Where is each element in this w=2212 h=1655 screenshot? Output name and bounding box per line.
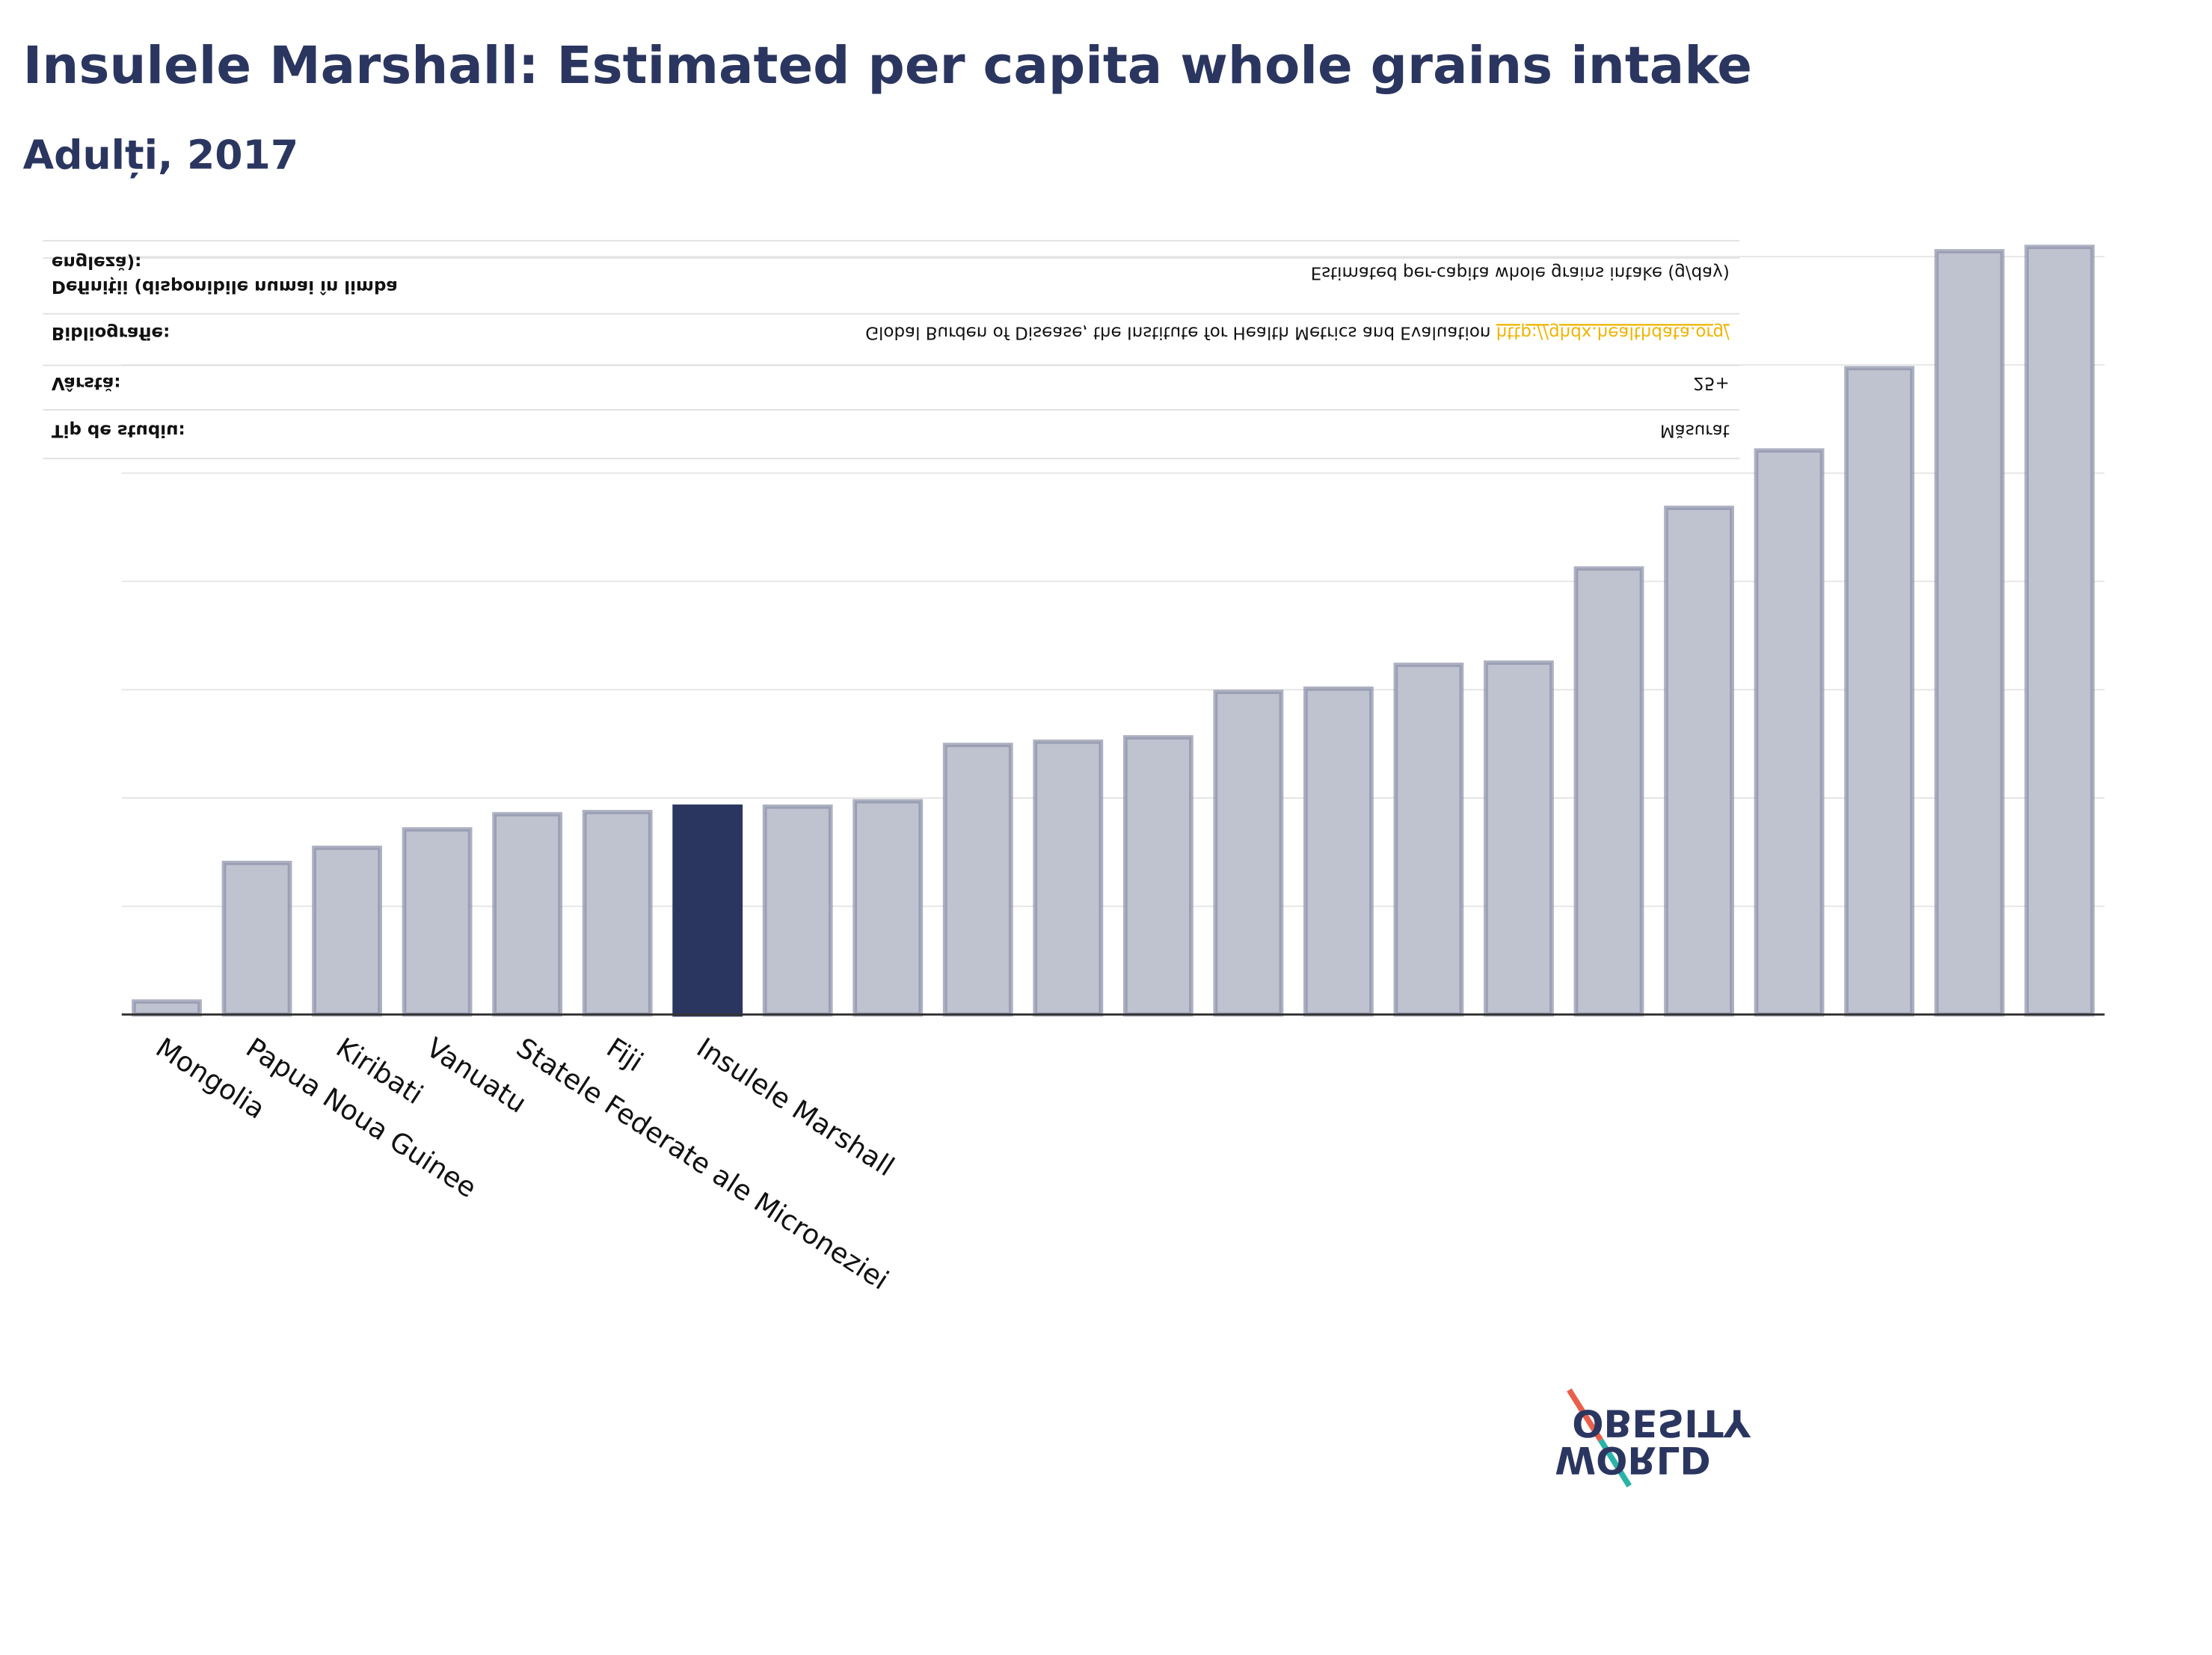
bar <box>1303 686 1374 1017</box>
logo-text: OBESITY <box>1572 1401 1751 1444</box>
bar <box>762 804 833 1017</box>
bar <box>1844 366 1914 1017</box>
chart-subtitle: Adulți, 2017 <box>23 131 299 178</box>
bar <box>672 804 743 1017</box>
bar <box>1573 566 1644 1017</box>
bar <box>582 809 653 1017</box>
table-value: Global Burden of Disease, the Institute … <box>865 323 1730 343</box>
bar <box>1393 663 1464 1017</box>
chart-title: Insulele Marshall: Estimated per capita … <box>23 36 1752 96</box>
table-label-line: engleză): <box>52 253 141 272</box>
bar <box>1664 506 1734 1017</box>
x-tick-label: Statele Federate ale Microneziei <box>511 1031 894 1296</box>
bar <box>492 811 563 1017</box>
bar <box>402 827 473 1017</box>
bar <box>312 845 382 1017</box>
table-value: Măsurat <box>1660 420 1730 440</box>
table-value-text: Global Burden of Disease, the Institute … <box>865 323 1490 343</box>
bar <box>852 799 924 1017</box>
x-tick-label: Vanuatu <box>420 1031 532 1120</box>
bar <box>1122 735 1193 1017</box>
table-label: Vârstă: <box>52 373 121 393</box>
bar <box>1213 690 1284 1017</box>
bar <box>1033 739 1104 1017</box>
bar <box>942 743 1013 1017</box>
table-value: Estimated per-capita whole grains intake… <box>1311 263 1730 283</box>
bar <box>1754 448 1825 1017</box>
table-label: Bibliografie: <box>52 323 170 343</box>
table-label-line: Definiții (disponibile numai în limba <box>52 277 398 297</box>
bar <box>221 860 292 1017</box>
bar <box>132 999 202 1017</box>
bar <box>2024 245 2095 1017</box>
bar <box>1934 249 2005 1017</box>
logo-text: WORLD <box>1555 1438 1711 1481</box>
table-value-space <box>1490 323 1496 343</box>
table-label: Tip de studiu: <box>52 420 185 440</box>
x-tick-label: Fiji <box>601 1031 649 1078</box>
logo-graphic <box>1567 1388 1632 1487</box>
table-value: 25+ <box>1693 373 1729 393</box>
table-label: Definiții (disponibile numai în limba eng… <box>52 253 398 297</box>
table-link: http://ghdx.healthdata.org/ <box>1496 323 1730 343</box>
bar <box>1484 660 1554 1017</box>
